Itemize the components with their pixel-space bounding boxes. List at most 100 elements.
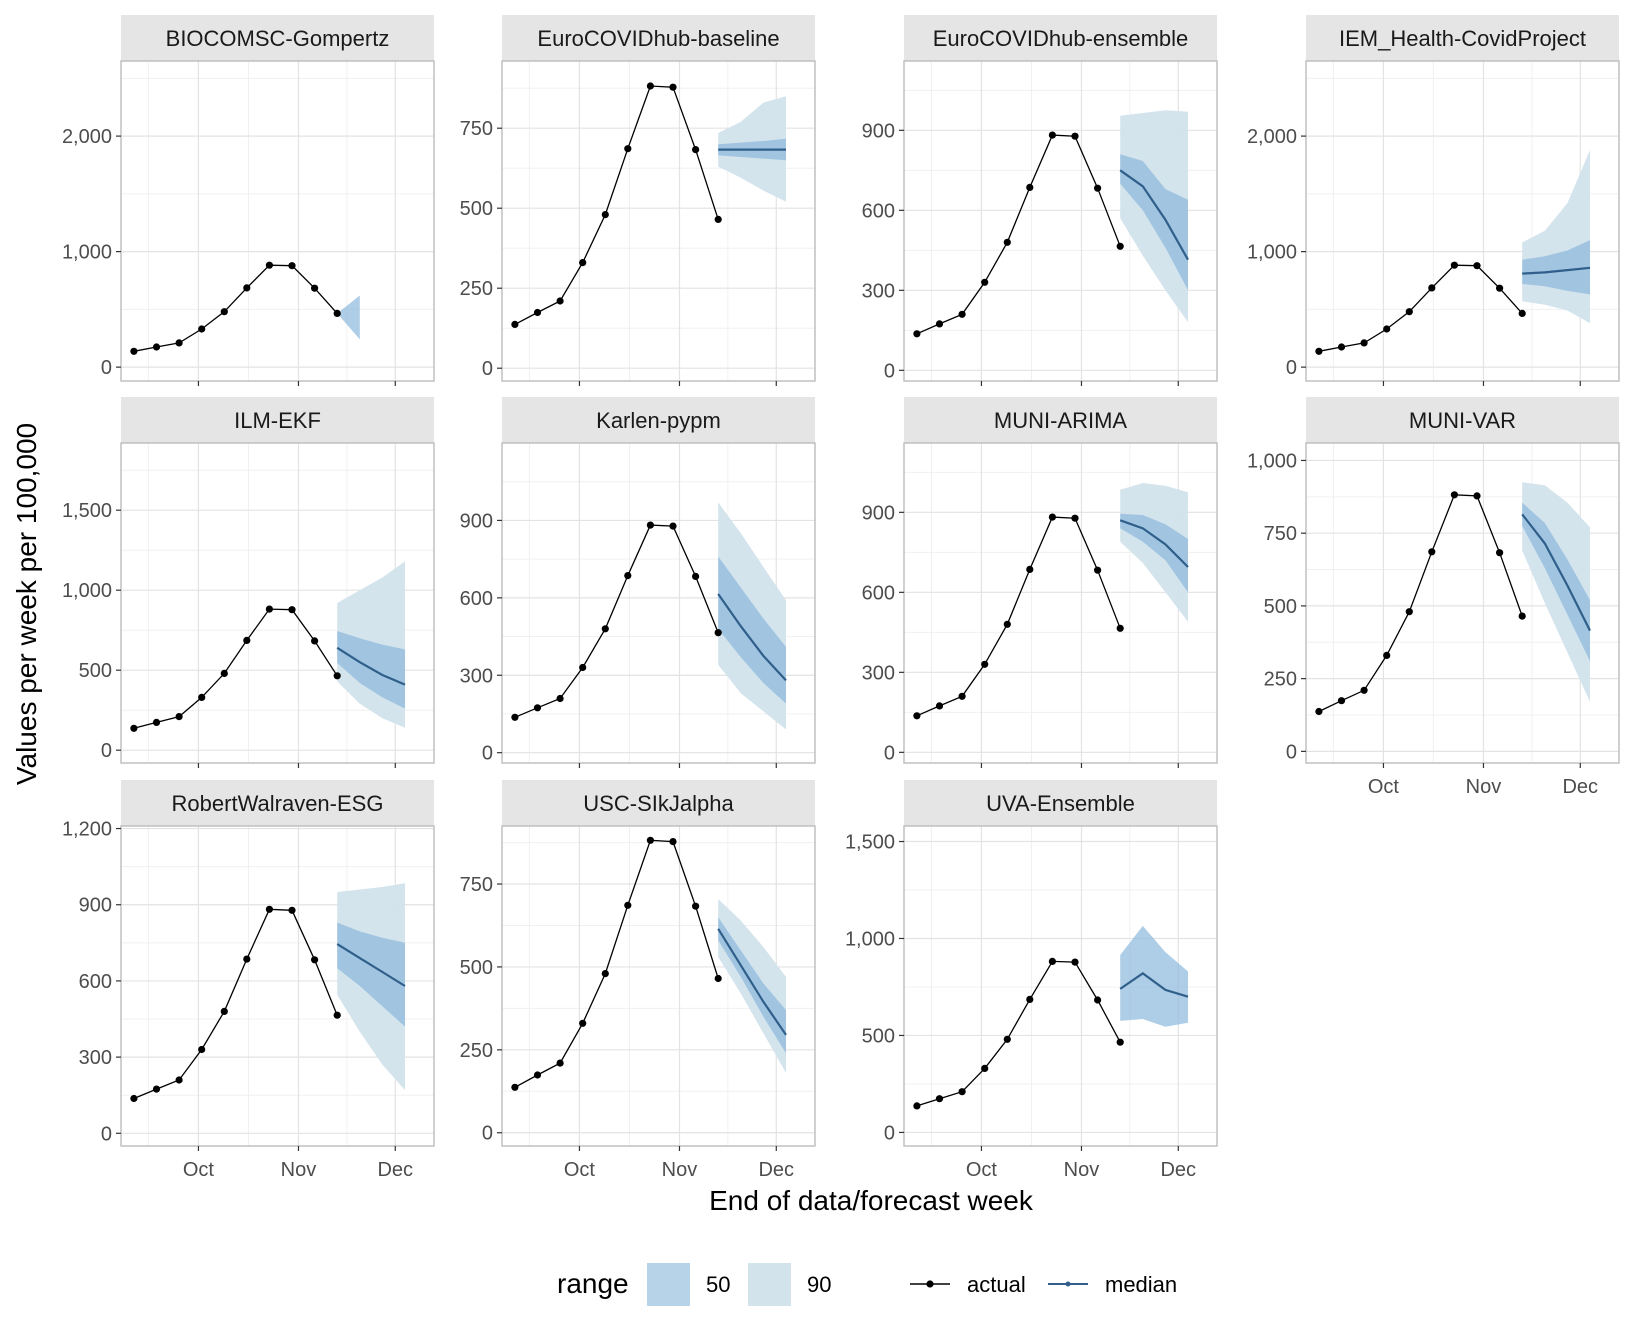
legend-key-actual-point — [926, 1280, 934, 1288]
actual-point — [624, 901, 632, 909]
actual-point — [1405, 308, 1413, 316]
actual-point — [130, 724, 138, 732]
y-tick-label: 0 — [884, 360, 895, 382]
actual-point — [935, 1095, 944, 1103]
facet-title: RobertWalraven-ESG — [172, 791, 384, 816]
actual-point — [265, 261, 273, 269]
actual-point — [288, 606, 296, 614]
panel-border — [903, 825, 1218, 1147]
actual-point — [646, 836, 655, 844]
plot-background — [121, 61, 434, 381]
legend-key-90 — [748, 1263, 791, 1306]
actual-point — [1360, 686, 1368, 694]
actual-line — [916, 134, 1121, 335]
actual-point — [1048, 131, 1056, 139]
actual-line — [514, 524, 719, 718]
facet-panel: ILM-EKF 0 500 1,000 1,500 — [62, 397, 435, 768]
panel-border — [903, 60, 1218, 382]
actual-line — [514, 85, 719, 325]
actual-point — [646, 521, 655, 529]
median-line — [1119, 519, 1189, 568]
y-tick-label: 0 — [101, 740, 112, 762]
y-tick-label: 500 — [862, 1025, 895, 1047]
y-tick-label: 900 — [862, 502, 895, 524]
actual-point — [1003, 1035, 1011, 1043]
actual-point — [1473, 492, 1481, 500]
actual-point — [1405, 608, 1413, 616]
actual-point — [1003, 620, 1011, 628]
actual-point — [1518, 309, 1526, 317]
actual-point — [1315, 347, 1323, 355]
x-tick-label: Oct — [966, 1159, 998, 1181]
panel-border — [903, 442, 1218, 764]
actual-point — [130, 1094, 138, 1103]
actual-point — [981, 660, 989, 668]
facet-strip — [502, 397, 815, 443]
y-tick-label: 0 — [101, 357, 112, 379]
y-tick-label: 1,000 — [1247, 242, 1297, 264]
actual-point — [1026, 565, 1034, 574]
x-tick-label: Oct — [564, 1159, 596, 1181]
legend: range 50 90 actual median — [557, 1263, 1177, 1306]
actual-line — [133, 908, 338, 1100]
actual-line — [133, 264, 338, 352]
y-tick-label: 750 — [460, 874, 493, 896]
actual-point — [1337, 343, 1346, 351]
actual-point — [152, 718, 161, 727]
actual-point — [198, 325, 206, 333]
actual-point — [288, 262, 296, 270]
actual-point — [511, 713, 519, 721]
facet-panel: IEM_Health-CovidProject 0 1,000 2,000 — [1247, 15, 1620, 386]
y-tick-label: 750 — [1264, 523, 1297, 545]
panel-border — [120, 825, 435, 1147]
actual-point — [714, 215, 722, 223]
actual-point — [935, 702, 944, 710]
actual-point — [1428, 284, 1436, 292]
median-line — [1522, 266, 1591, 275]
facet-panel: MUNI-ARIMA 0 300 600 900 — [862, 397, 1218, 768]
actual-point — [958, 692, 966, 700]
y-tick-label: 900 — [79, 895, 112, 917]
facet-panel: USC-SIkJalpha 0 250 500 750 Oct Nov Dec — [460, 780, 816, 1181]
actual-point — [1003, 238, 1011, 246]
median-line — [717, 593, 787, 682]
actual-point — [533, 704, 542, 712]
actual-point — [646, 82, 655, 90]
actual-point — [1071, 514, 1079, 522]
facet-strip — [121, 397, 434, 443]
x-tick-label: Dec — [1160, 1159, 1196, 1181]
median-line — [336, 943, 406, 987]
actual-point — [1071, 958, 1079, 966]
panel-border — [120, 442, 435, 764]
actual-point — [311, 637, 319, 645]
actual-point — [243, 955, 251, 963]
y-tick-label: 250 — [460, 278, 493, 300]
actual-point — [624, 145, 632, 153]
facet-title: IEM_Health-CovidProject — [1339, 26, 1586, 51]
y-tick-label: 900 — [862, 120, 895, 142]
panel-border — [501, 60, 816, 382]
facet-title: EuroCOVIDhub-baseline — [537, 26, 779, 51]
facet-strip — [904, 397, 1217, 443]
panel-border — [1305, 442, 1620, 764]
legend-label-actual: actual — [967, 1272, 1026, 1297]
y-tick-label: 0 — [1286, 357, 1297, 379]
actual-point — [981, 1064, 989, 1072]
actual-point — [1473, 262, 1481, 270]
facet-title: ILM-EKF — [234, 408, 321, 433]
actual-point — [333, 672, 341, 680]
actual-point — [265, 905, 273, 913]
x-tick-label: Nov — [1466, 776, 1502, 798]
legend-label-90: 90 — [807, 1272, 831, 1297]
actual-point — [1360, 339, 1368, 347]
y-tick-label: 0 — [482, 358, 493, 380]
range-50-band — [337, 922, 405, 1027]
facet-title: USC-SIkJalpha — [583, 791, 734, 816]
panel-border — [1305, 60, 1620, 382]
actual-line — [1318, 264, 1523, 352]
legend-label-median: median — [1105, 1272, 1177, 1297]
y-tick-label: 500 — [460, 198, 493, 220]
x-tick-label: Nov — [1064, 1159, 1100, 1181]
actual-point — [579, 663, 587, 672]
actual-point — [601, 625, 609, 633]
